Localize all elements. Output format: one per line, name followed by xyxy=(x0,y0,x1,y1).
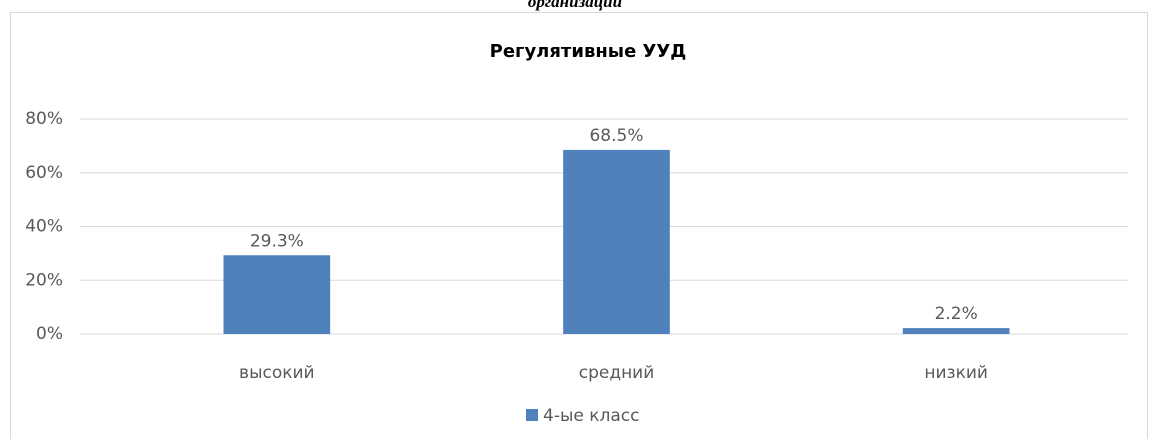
y-tick-label: 20% xyxy=(25,270,63,290)
legend-label: 4-ые класс xyxy=(543,406,639,426)
bar xyxy=(902,328,1010,334)
data-label: 2.2% xyxy=(935,304,978,324)
chart-title: Регулятивные УУД xyxy=(490,41,687,62)
x-tick-label: средний xyxy=(579,363,655,383)
data-label: 68.5% xyxy=(589,126,643,146)
y-tick-label: 80% xyxy=(25,109,63,129)
x-tick-label: высокий xyxy=(239,363,315,383)
y-tick-label: 40% xyxy=(25,217,63,237)
bar xyxy=(223,255,331,334)
y-tick-label: 60% xyxy=(25,163,63,183)
data-label: 29.3% xyxy=(250,231,304,251)
y-tick-label: 0% xyxy=(36,324,63,344)
x-tick-label: низкий xyxy=(924,363,988,383)
bar xyxy=(563,149,670,334)
caption: организаций xyxy=(528,0,622,11)
legend-swatch xyxy=(526,409,538,421)
